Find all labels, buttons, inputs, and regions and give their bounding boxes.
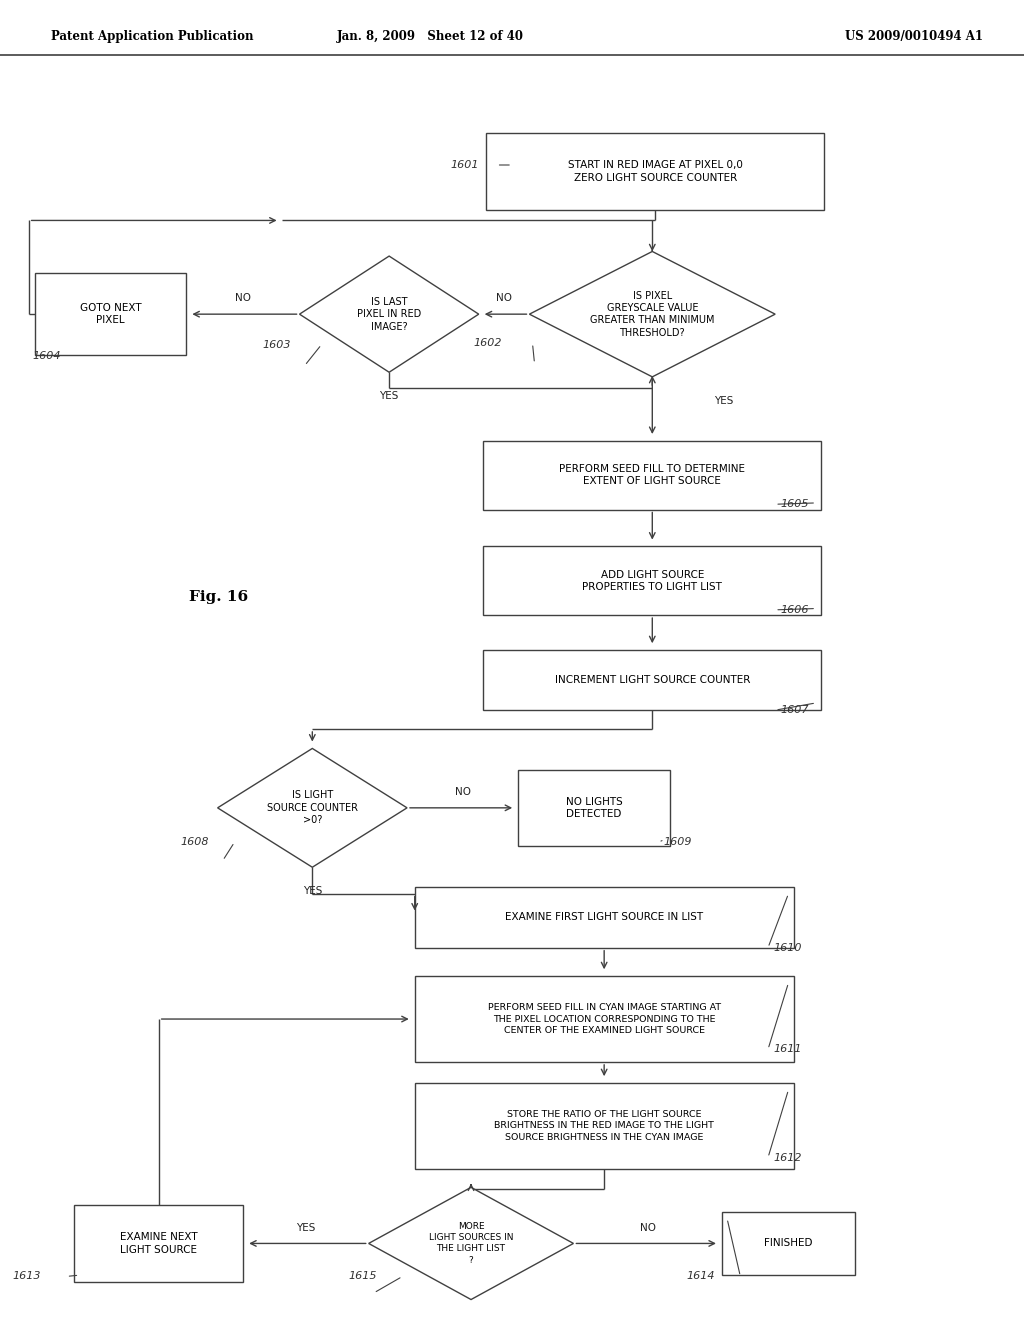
FancyBboxPatch shape [486, 133, 824, 210]
Text: MORE
LIGHT SOURCES IN
THE LIGHT LIST
?: MORE LIGHT SOURCES IN THE LIGHT LIST ? [429, 1222, 513, 1265]
Polygon shape [299, 256, 479, 372]
Text: Fig. 16: Fig. 16 [189, 590, 249, 603]
Text: NO: NO [640, 1222, 655, 1233]
Text: 1603: 1603 [262, 339, 291, 350]
Text: 1607: 1607 [780, 705, 809, 715]
FancyBboxPatch shape [483, 546, 821, 615]
FancyBboxPatch shape [35, 273, 186, 355]
Text: NO LIGHTS
DETECTED: NO LIGHTS DETECTED [565, 797, 623, 818]
Text: 1602: 1602 [473, 338, 502, 348]
Text: NO: NO [234, 293, 251, 304]
Text: STORE THE RATIO OF THE LIGHT SOURCE
BRIGHTNESS IN THE RED IMAGE TO THE LIGHT
SOU: STORE THE RATIO OF THE LIGHT SOURCE BRIG… [495, 1110, 714, 1142]
Text: IS PIXEL
GREYSCALE VALUE
GREATER THAN MINIMUM
THRESHOLD?: IS PIXEL GREYSCALE VALUE GREATER THAN MI… [590, 290, 715, 338]
Text: 1605: 1605 [780, 499, 809, 510]
Text: PERFORM SEED FILL IN CYAN IMAGE STARTING AT
THE PIXEL LOCATION CORRESPONDING TO : PERFORM SEED FILL IN CYAN IMAGE STARTING… [487, 1003, 721, 1035]
Text: 1612: 1612 [773, 1152, 802, 1163]
Text: 1615: 1615 [348, 1271, 377, 1282]
Polygon shape [217, 748, 407, 867]
Text: YES: YES [380, 391, 398, 401]
FancyBboxPatch shape [415, 977, 794, 1061]
Text: 1608: 1608 [180, 837, 209, 847]
Text: 1614: 1614 [686, 1271, 715, 1282]
Text: Patent Application Publication: Patent Application Publication [51, 30, 254, 44]
Text: 1601: 1601 [451, 160, 479, 170]
Polygon shape [369, 1188, 573, 1299]
FancyBboxPatch shape [483, 441, 821, 510]
Text: IS LIGHT
SOURCE COUNTER
>0?: IS LIGHT SOURCE COUNTER >0? [267, 791, 357, 825]
Text: GOTO NEXT
PIXEL: GOTO NEXT PIXEL [80, 304, 141, 325]
Text: YES: YES [715, 396, 733, 405]
FancyBboxPatch shape [74, 1205, 244, 1282]
Text: 1611: 1611 [773, 1044, 802, 1055]
Text: FINISHED: FINISHED [764, 1238, 813, 1249]
Text: YES: YES [296, 1222, 315, 1233]
Text: NO: NO [496, 293, 512, 304]
Text: EXAMINE FIRST LIGHT SOURCE IN LIST: EXAMINE FIRST LIGHT SOURCE IN LIST [505, 912, 703, 923]
Text: IS LAST
PIXEL IN RED
IMAGE?: IS LAST PIXEL IN RED IMAGE? [357, 297, 421, 331]
Text: ADD LIGHT SOURCE
PROPERTIES TO LIGHT LIST: ADD LIGHT SOURCE PROPERTIES TO LIGHT LIS… [583, 570, 722, 591]
Polygon shape [529, 251, 775, 378]
FancyBboxPatch shape [415, 1082, 794, 1170]
Text: 1604: 1604 [33, 351, 61, 362]
Text: PERFORM SEED FILL TO DETERMINE
EXTENT OF LIGHT SOURCE: PERFORM SEED FILL TO DETERMINE EXTENT OF… [559, 465, 745, 486]
FancyBboxPatch shape [415, 887, 794, 948]
Text: 1610: 1610 [773, 942, 802, 953]
FancyBboxPatch shape [722, 1212, 855, 1275]
Text: 1606: 1606 [780, 605, 809, 615]
Text: EXAMINE NEXT
LIGHT SOURCE: EXAMINE NEXT LIGHT SOURCE [120, 1233, 198, 1254]
Text: 1609: 1609 [664, 837, 692, 847]
Text: 1613: 1613 [12, 1271, 41, 1282]
FancyBboxPatch shape [518, 770, 670, 846]
Text: YES: YES [303, 886, 322, 896]
Text: INCREMENT LIGHT SOURCE COUNTER: INCREMENT LIGHT SOURCE COUNTER [555, 675, 750, 685]
Text: START IN RED IMAGE AT PIXEL 0,0
ZERO LIGHT SOURCE COUNTER: START IN RED IMAGE AT PIXEL 0,0 ZERO LIG… [568, 161, 742, 182]
Text: Jan. 8, 2009   Sheet 12 of 40: Jan. 8, 2009 Sheet 12 of 40 [337, 30, 523, 44]
Text: US 2009/0010494 A1: US 2009/0010494 A1 [845, 30, 983, 44]
FancyBboxPatch shape [483, 651, 821, 710]
Text: NO: NO [455, 787, 471, 797]
